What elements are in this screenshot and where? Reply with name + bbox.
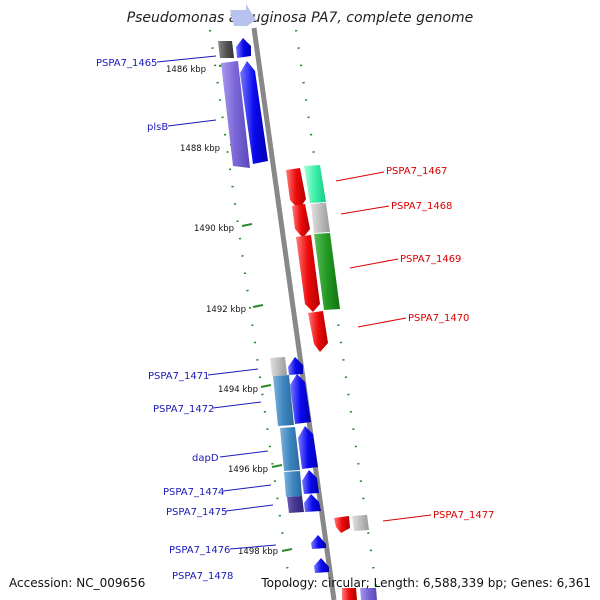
gene-arrow[interactable] bbox=[288, 357, 303, 375]
kbp-tick bbox=[271, 464, 283, 468]
gene-box[interactable] bbox=[284, 471, 302, 497]
kbp-tick bbox=[260, 384, 272, 388]
gene-arrow[interactable] bbox=[314, 558, 329, 573]
label-leader-line bbox=[357, 317, 407, 328]
label-leader-line bbox=[349, 258, 399, 269]
reverse-strand-features bbox=[286, 165, 377, 600]
gene-box[interactable] bbox=[314, 233, 340, 310]
kbp-label: 1492 kbp bbox=[206, 305, 246, 315]
label-leader-line bbox=[340, 205, 390, 215]
gene-arrow[interactable] bbox=[296, 235, 320, 312]
kbp-label: 1486 kbp bbox=[166, 65, 206, 75]
gene-box[interactable] bbox=[304, 165, 326, 203]
gene-box[interactable] bbox=[270, 357, 287, 376]
gene-label-pspa7-1471[interactable]: PSPA7_1471 bbox=[148, 371, 209, 382]
gene-label-pspa7-1474[interactable]: PSPA7_1474 bbox=[163, 487, 224, 498]
gene-box[interactable] bbox=[221, 61, 250, 168]
gene-arrow[interactable] bbox=[308, 311, 328, 352]
kbp-label: 1498 kbp bbox=[238, 547, 278, 557]
gene-box[interactable] bbox=[273, 375, 294, 426]
gene-arrow[interactable] bbox=[240, 61, 268, 164]
gene-label-pspa7-1472[interactable]: PSPA7_1472 bbox=[153, 404, 214, 415]
label-leader-line bbox=[225, 504, 274, 512]
label-leader-line bbox=[156, 55, 217, 63]
label-leader-line bbox=[207, 368, 259, 376]
gene-label-plsb[interactable]: plsB bbox=[147, 122, 168, 133]
kbp-label: 1490 kbp bbox=[194, 224, 234, 234]
kbp-tick bbox=[241, 223, 253, 227]
gene-label-dapd[interactable]: dapD bbox=[192, 453, 219, 464]
gene-label-pspa7-1469[interactable]: PSPA7_1469 bbox=[400, 254, 461, 265]
gene-label-pspa7-1478[interactable]: PSPA7_1478 bbox=[172, 571, 233, 582]
accession-text: Accession: NC_009656 bbox=[9, 576, 146, 590]
label-leader-line bbox=[219, 450, 269, 458]
gene-box[interactable] bbox=[360, 588, 377, 600]
gene-label-pspa7-1468[interactable]: PSPA7_1468 bbox=[391, 201, 452, 212]
label-leader-line bbox=[335, 171, 385, 182]
outer-tick-ring bbox=[294, 29, 380, 600]
gene-label-pspa7-1467[interactable]: PSPA7_1467 bbox=[386, 166, 447, 177]
kbp-label: 1494 kbp bbox=[218, 385, 258, 395]
label-leader-line bbox=[222, 484, 272, 492]
gene-arrow[interactable] bbox=[292, 204, 310, 238]
gene-arrow[interactable] bbox=[286, 168, 306, 210]
genome-title: Pseudomonas aeruginosa PA7, complete gen… bbox=[126, 10, 474, 26]
kbp-tick bbox=[281, 548, 293, 552]
gene-arrow[interactable] bbox=[311, 535, 326, 549]
gene-arrow[interactable] bbox=[236, 38, 251, 58]
gene-label-pspa7-1477[interactable]: PSPA7_1477 bbox=[433, 510, 494, 521]
gene-box[interactable] bbox=[218, 41, 234, 58]
label-leader-line bbox=[229, 544, 277, 550]
label-leader-line bbox=[212, 401, 262, 409]
gene-arrow[interactable] bbox=[304, 494, 321, 512]
forward-strand-features bbox=[218, 38, 329, 573]
gene-label-pspa7-1475[interactable]: PSPA7_1475 bbox=[166, 507, 227, 518]
gene-label-pspa7-1476[interactable]: PSPA7_1476 bbox=[169, 545, 230, 556]
topology-text: Topology: circular; Length: 6,588,339 bp… bbox=[261, 576, 591, 590]
label-leader-line bbox=[167, 119, 217, 127]
gene-box[interactable] bbox=[352, 515, 369, 531]
label-leader-line bbox=[382, 514, 432, 522]
gene-label-pspa7-1465[interactable]: PSPA7_1465 bbox=[96, 58, 157, 69]
gene-box[interactable] bbox=[311, 203, 330, 233]
gene-box[interactable] bbox=[280, 427, 300, 471]
gene-label-pspa7-1470[interactable]: PSPA7_1470 bbox=[408, 313, 469, 324]
gene-arrow[interactable] bbox=[342, 588, 357, 600]
gene-arrow[interactable] bbox=[334, 516, 350, 533]
kbp-label: 1488 kbp bbox=[180, 144, 220, 154]
gene-arrow[interactable] bbox=[230, 4, 256, 26]
gene-arrow[interactable] bbox=[298, 426, 318, 469]
kbp-label: 1496 kbp bbox=[228, 465, 268, 475]
genome-backbone bbox=[251, 27, 337, 600]
gene-box[interactable] bbox=[287, 496, 304, 513]
gene-arrow[interactable] bbox=[302, 470, 319, 494]
kbp-tick bbox=[252, 304, 264, 308]
gene-arrow[interactable] bbox=[290, 374, 311, 424]
